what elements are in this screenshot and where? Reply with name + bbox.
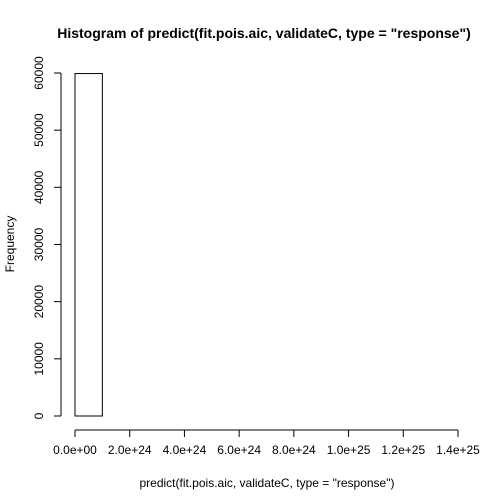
x-tick-label-3: 6.0e+24 <box>217 443 261 457</box>
x-tick-label-4: 8.0e+24 <box>272 443 316 457</box>
histogram-bar-0 <box>74 73 103 417</box>
x-tick-label-0: 0.0e+00 <box>53 443 97 457</box>
y-tick-label-3: 30000 <box>32 227 46 261</box>
y-tick-label-1: 10000 <box>32 342 46 376</box>
y-tick-label-4: 40000 <box>32 170 46 204</box>
x-tick-label-5: 1.0e+25 <box>327 443 371 457</box>
x-tick-label-1: 2.0e+24 <box>108 443 152 457</box>
y-axis-label: Frequency <box>3 216 17 273</box>
bars-group <box>74 73 103 417</box>
y-tick-label-0: 0 <box>32 412 46 419</box>
x-axis-label: predict(fit.pois.aic, validateC, type = … <box>140 476 395 490</box>
y-axis: 0 10000 20000 30000 40000 50000 60000 <box>32 56 62 419</box>
x-axis: 0.0e+00 2.0e+24 4.0e+24 6.0e+24 8.0e+24 1.0e+… <box>53 429 480 457</box>
x-tick-label-2: 4.0e+24 <box>163 443 207 457</box>
chart-title: Histogram of predict(fit.pois.aic, valid… <box>57 25 471 41</box>
x-tick-label-6: 1.2e+25 <box>381 443 425 457</box>
y-tick-label-2: 20000 <box>32 285 46 319</box>
x-tick-label-7: 1.4e+25 <box>436 443 480 457</box>
y-tick-label-5: 50000 <box>32 113 46 147</box>
y-tick-label-6: 60000 <box>32 56 46 90</box>
